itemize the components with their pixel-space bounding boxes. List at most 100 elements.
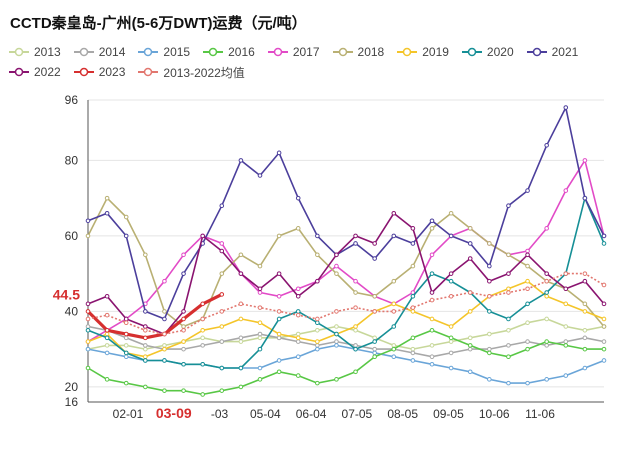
y-tick-label: 16 [65, 395, 79, 409]
data-point [525, 188, 530, 193]
data-point [104, 327, 110, 333]
data-point [143, 358, 148, 363]
data-point [353, 324, 358, 329]
data-point [162, 331, 167, 337]
data-point [238, 365, 244, 371]
data-point [563, 301, 569, 307]
data-point [257, 263, 263, 269]
data-point [448, 233, 454, 239]
data-point [238, 316, 244, 322]
legend-marker-icon [9, 47, 29, 57]
legend-item[interactable]: 2023 [73, 65, 126, 79]
data-point [85, 346, 91, 352]
data-point [582, 335, 588, 341]
data-point [544, 278, 549, 284]
legend-label: 2018 [357, 45, 385, 59]
legend-item[interactable]: 2019 [396, 45, 449, 59]
data-point [391, 343, 397, 348]
data-point [219, 339, 225, 344]
legend-item[interactable]: 2017 [267, 45, 320, 59]
legend-marker-icon [526, 47, 547, 57]
data-point [123, 380, 129, 386]
series-line [87, 344, 605, 384]
data-point [582, 327, 588, 333]
legend-item[interactable]: 2013-2022均值 [137, 64, 245, 81]
data-point [353, 327, 358, 333]
data-point [334, 309, 339, 314]
chart-title: CCTD秦皇岛-广州(5-6万DWT)运费（元/吨） [10, 15, 307, 32]
data-point [506, 380, 511, 386]
data-point [467, 369, 473, 375]
data-point [181, 346, 186, 352]
data-point [123, 214, 129, 220]
data-point [429, 271, 435, 276]
data-point [85, 324, 91, 329]
data-point [85, 301, 91, 307]
data-point [563, 188, 569, 193]
data-point [104, 377, 110, 382]
data-point [429, 252, 435, 258]
data-point [506, 286, 511, 292]
legend-item[interactable]: 2022 [8, 65, 61, 79]
legend-item[interactable]: 2016 [202, 45, 255, 59]
data-point [334, 324, 339, 329]
data-point [582, 301, 588, 307]
legend-item[interactable]: 2013 [8, 45, 61, 59]
legend-row: 2022 2023 2013-2022均值 [8, 62, 632, 82]
data-point [601, 282, 607, 288]
legend-marker-icon [9, 67, 29, 77]
data-point [85, 339, 91, 344]
data-point [410, 335, 416, 341]
data-point [200, 327, 205, 333]
legend-item[interactable]: 2020 [461, 45, 514, 59]
data-point [200, 233, 205, 239]
series-line [87, 212, 605, 335]
data-point [257, 377, 263, 382]
data-point [353, 290, 358, 295]
data-point [410, 263, 416, 269]
series-line [87, 272, 605, 335]
latest-value-label: 44.5 [53, 286, 80, 302]
data-point [85, 316, 91, 322]
data-point [467, 290, 473, 295]
legend-item[interactable]: 2021 [526, 45, 578, 59]
data-point [162, 278, 167, 284]
series-line [87, 329, 604, 396]
data-point [181, 324, 186, 329]
data-point [544, 143, 549, 148]
data-point [315, 327, 320, 333]
legend-marker-icon [73, 47, 94, 57]
data-point [162, 331, 167, 337]
data-point [372, 256, 377, 261]
data-point [563, 105, 569, 110]
data-point [601, 301, 607, 307]
data-point [276, 233, 282, 239]
data-point [525, 286, 530, 292]
data-point [487, 263, 492, 269]
data-point [104, 195, 110, 201]
data-point [544, 294, 549, 299]
legend-item[interactable]: 2018 [332, 45, 385, 59]
legend-item[interactable]: 2014 [73, 45, 125, 59]
data-point [487, 331, 492, 337]
data-point [104, 210, 110, 216]
legend-label: 2023 [98, 65, 126, 79]
x-tick-label: 03-09 [156, 405, 192, 421]
data-point [506, 343, 511, 348]
data-point [143, 252, 148, 258]
data-point [295, 339, 301, 344]
data-point [601, 233, 607, 239]
series-line [87, 280, 605, 358]
data-point [295, 286, 301, 292]
x-tick-label: 09-05 [433, 407, 464, 421]
data-point [506, 290, 511, 295]
data-point [276, 331, 282, 337]
series-line [87, 159, 605, 343]
data-point [448, 350, 454, 356]
data-point [162, 346, 167, 352]
data-point [467, 309, 473, 314]
data-point [123, 354, 129, 360]
data-point [563, 286, 569, 292]
data-point [525, 320, 530, 326]
legend-item[interactable]: 2015 [137, 45, 190, 59]
